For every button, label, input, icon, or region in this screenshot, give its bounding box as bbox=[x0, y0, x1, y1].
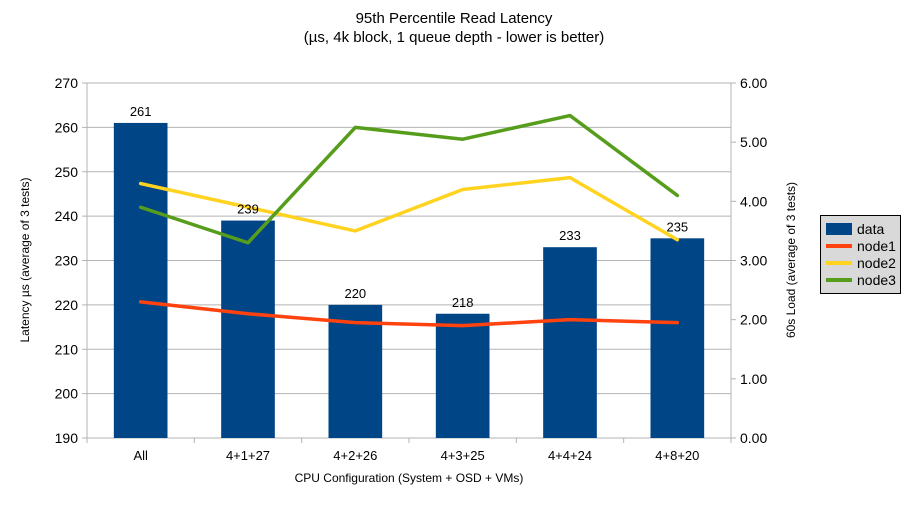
category-label: 4+8+20 bbox=[655, 448, 699, 463]
bar-4+2+26 bbox=[328, 304, 383, 438]
left-tick-label: 210 bbox=[55, 341, 79, 357]
line-swatch-icon bbox=[826, 261, 852, 266]
line-node1 bbox=[138, 300, 680, 328]
legend-label: data bbox=[857, 220, 885, 237]
line-swatch-icon bbox=[826, 243, 852, 248]
legend-label: node2 bbox=[857, 255, 896, 272]
legend-item-node3: node3 bbox=[826, 272, 896, 289]
legend-item-node2: node2 bbox=[826, 255, 896, 272]
bar-value-label: 218 bbox=[452, 295, 474, 310]
right-tick-label: 2.00 bbox=[740, 312, 767, 328]
legend-label: node1 bbox=[857, 237, 896, 254]
line-node3 bbox=[138, 113, 680, 245]
left-tick-label: 250 bbox=[55, 164, 79, 180]
bar-value-label: 220 bbox=[344, 286, 366, 301]
right-tick-label: 4.00 bbox=[740, 193, 767, 209]
right-tick-label: 5.00 bbox=[740, 134, 767, 150]
left-tick-label: 230 bbox=[55, 253, 79, 269]
bar-swatch-icon bbox=[826, 222, 852, 235]
bar-value-label: 261 bbox=[130, 104, 152, 119]
category-label: All bbox=[133, 448, 148, 463]
legend-item-data: data bbox=[826, 222, 895, 236]
left-tick-label: 240 bbox=[55, 208, 79, 224]
legend: data node1 node2 node3 bbox=[820, 215, 901, 294]
bar-4+4+24 bbox=[543, 247, 597, 438]
right-tick-label: 3.00 bbox=[740, 253, 767, 269]
category-label: 4+1+27 bbox=[226, 448, 270, 463]
legend-item-node1: node1 bbox=[826, 237, 896, 254]
left-tick-label: 270 bbox=[55, 75, 79, 91]
bar-value-label: 235 bbox=[666, 219, 688, 234]
legend-label: node3 bbox=[857, 272, 896, 289]
bar-4+3+25 bbox=[435, 313, 490, 438]
x-axis-title: CPU Configuration (System + OSD + VMs) bbox=[294, 471, 524, 485]
bar-value-label: 233 bbox=[559, 228, 581, 243]
bar-value-label: 239 bbox=[237, 202, 259, 217]
category-label: 4+4+24 bbox=[548, 448, 592, 463]
line-swatch-icon bbox=[826, 278, 852, 283]
left-tick-label: 260 bbox=[55, 119, 79, 135]
right-tick-label: 6.00 bbox=[740, 75, 767, 91]
line-node2 bbox=[138, 175, 680, 242]
category-label: 4+3+25 bbox=[441, 448, 485, 463]
left-tick-label: 200 bbox=[55, 386, 79, 402]
bar-4+8+20 bbox=[650, 238, 705, 438]
left-tick-label: 190 bbox=[55, 430, 79, 446]
chart-title-block: 95th Percentile Read Latency (µs, 4k blo… bbox=[0, 9, 908, 47]
bar-All bbox=[113, 122, 168, 438]
category-label: 4+2+26 bbox=[333, 448, 377, 463]
right-tick-label: 1.00 bbox=[740, 371, 767, 387]
bar-4+1+27 bbox=[221, 220, 275, 438]
chart-subtitle: (µs, 4k block, 1 queue depth - lower is … bbox=[303, 29, 605, 46]
chart-title: 95th Percentile Read Latency bbox=[355, 10, 553, 27]
right-tick-label: 0.00 bbox=[740, 430, 767, 446]
left-tick-label: 220 bbox=[55, 297, 79, 313]
